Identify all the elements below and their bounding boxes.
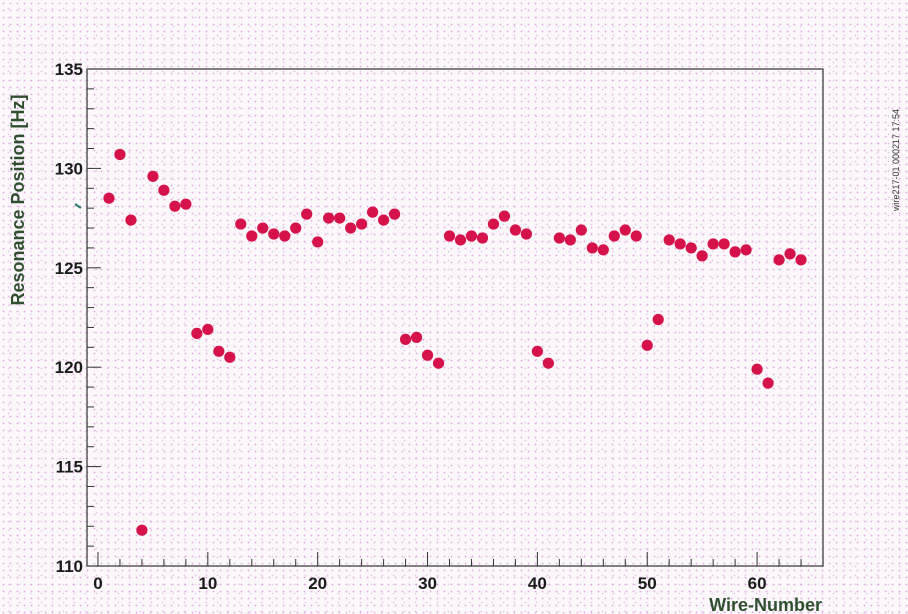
data-point — [564, 234, 576, 246]
data-point — [367, 206, 379, 218]
data-point — [443, 230, 456, 242]
data-point — [432, 357, 445, 369]
data-point — [246, 230, 258, 242]
data-point — [487, 218, 500, 230]
data-point — [323, 212, 335, 224]
y-tick-label: 120 — [55, 358, 83, 377]
data-point — [213, 345, 225, 357]
data-point — [147, 170, 159, 182]
x-tick-label: 40 — [528, 574, 547, 593]
data-point — [454, 234, 467, 246]
data-point — [498, 210, 511, 222]
data-point — [641, 339, 653, 351]
plot-frame — [86, 68, 824, 567]
data-point — [674, 238, 686, 250]
data-point — [312, 236, 324, 248]
data-points — [103, 148, 807, 536]
y-axis: 110 115 120 125 130 135 — [55, 60, 101, 576]
y-tick-label: 110 — [56, 557, 83, 576]
x-axis: 0 10 20 30 40 50 60 — [93, 552, 824, 593]
data-point — [169, 200, 181, 212]
data-point — [180, 198, 192, 210]
data-point — [619, 224, 631, 236]
data-point — [356, 218, 368, 230]
data-point — [410, 331, 423, 343]
y-tick-label: 130 — [55, 159, 83, 178]
data-point — [235, 218, 247, 230]
data-point — [542, 357, 554, 369]
data-point — [301, 208, 313, 220]
data-point — [279, 230, 291, 242]
data-point — [663, 234, 675, 246]
x-tick-label: 50 — [638, 574, 657, 593]
data-point — [762, 377, 774, 389]
x-tick-label: 30 — [418, 574, 437, 593]
data-point — [125, 214, 137, 226]
data-point — [696, 250, 708, 262]
data-point — [707, 238, 719, 250]
x-tick-label: 20 — [308, 574, 327, 593]
data-point — [224, 351, 236, 363]
data-point — [520, 228, 533, 240]
data-point — [553, 232, 565, 244]
data-point — [114, 148, 126, 161]
data-point — [630, 230, 642, 242]
data-point — [290, 222, 302, 234]
data-point — [597, 244, 609, 256]
stray-mark — [74, 203, 82, 209]
data-point — [465, 230, 478, 242]
data-point — [377, 214, 390, 226]
side-run-label: wire217-01 000217 17:54 — [891, 109, 901, 212]
data-point — [103, 192, 115, 204]
data-point — [652, 313, 664, 326]
x-tick-label: 0 — [93, 574, 102, 593]
data-point — [158, 184, 170, 196]
data-point — [202, 323, 214, 336]
data-point — [718, 238, 730, 250]
data-point — [784, 248, 796, 260]
y-tick-label: 115 — [56, 458, 83, 477]
data-point — [476, 232, 489, 244]
data-point — [509, 224, 522, 236]
data-point — [191, 327, 203, 340]
data-point — [531, 345, 543, 357]
data-point — [773, 254, 785, 266]
data-point — [586, 242, 598, 254]
data-point — [136, 524, 148, 536]
data-point — [608, 230, 620, 242]
data-point — [399, 333, 412, 345]
data-point — [268, 228, 280, 240]
data-point — [795, 254, 807, 266]
y-tick-label: 125 — [55, 259, 83, 278]
x-tick-label: 10 — [198, 574, 217, 593]
data-point — [345, 222, 357, 234]
data-point — [740, 244, 752, 256]
data-point — [421, 349, 434, 361]
data-point — [388, 208, 401, 220]
data-point — [685, 242, 697, 254]
data-point — [575, 224, 587, 236]
y-tick-label: 135 — [55, 60, 83, 79]
data-point — [257, 222, 269, 234]
y-axis-title: Resonance Position [Hz] — [8, 94, 28, 305]
x-axis-title: Wire-Number — [709, 595, 822, 614]
x-tick-label: 60 — [748, 574, 767, 593]
data-point — [751, 363, 763, 375]
data-point — [334, 212, 346, 224]
data-point — [729, 246, 741, 258]
